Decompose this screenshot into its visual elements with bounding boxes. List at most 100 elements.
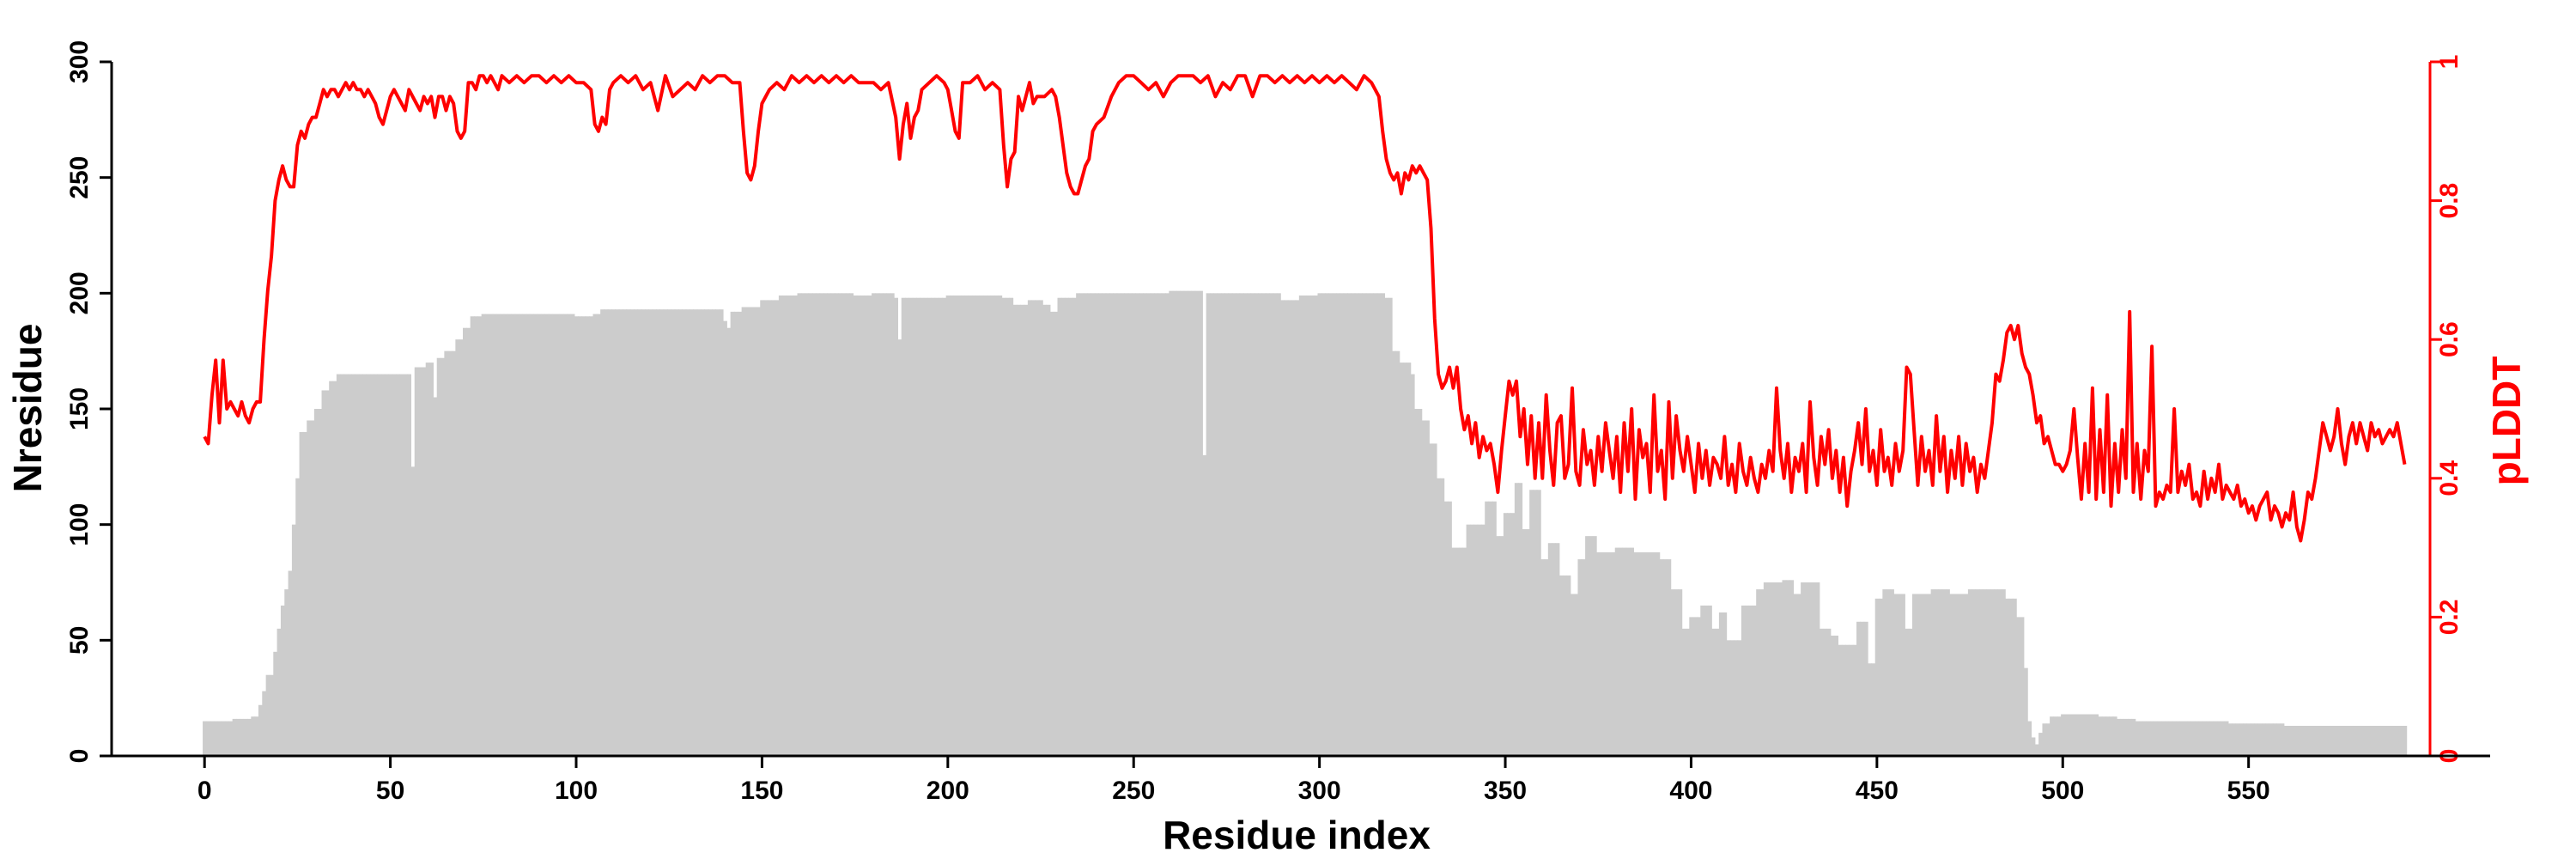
- y2-tick-label: 1: [2435, 55, 2464, 70]
- nresidue-bar: [1830, 635, 1835, 756]
- nresidue-bar: [667, 309, 671, 756]
- nresidue-bar: [1771, 582, 1776, 756]
- nresidue-bar: [548, 314, 553, 756]
- nresidue-bar: [2287, 725, 2293, 756]
- y2-tick-label: 0.4: [2435, 460, 2464, 497]
- nresidue-bar: [1630, 547, 1634, 756]
- nresidue-bar: [1261, 293, 1267, 757]
- nresidue-bar: [1418, 409, 1423, 756]
- nresidue-bar: [2317, 725, 2322, 756]
- nresidue-bar: [1265, 293, 1270, 757]
- x-tick-label: 0: [197, 777, 212, 805]
- nresidue-bar: [1667, 559, 1672, 756]
- nresidue-bar: [637, 309, 642, 756]
- nresidue-bar: [556, 314, 561, 756]
- nresidue-bar: [1868, 663, 1872, 756]
- nresidue-bar: [1801, 582, 1806, 756]
- right-y-axis: 00.20.40.60.81: [2428, 55, 2464, 763]
- nresidue-bar: [217, 721, 222, 756]
- nresidue-bar: [701, 309, 705, 756]
- nresidue-bar: [2154, 721, 2159, 756]
- nresidue-bar: [771, 300, 776, 756]
- nresidue-bar: [645, 309, 650, 756]
- nresidue-bar: [2324, 725, 2330, 756]
- nresidue-bar: [1183, 290, 1188, 756]
- nresidue-bar: [1641, 551, 1645, 756]
- nresidue-bar: [1607, 551, 1612, 756]
- nresidue-bar: [1455, 547, 1460, 756]
- nresidue-bar: [1589, 536, 1594, 756]
- nresidue-bar: [1124, 293, 1129, 757]
- nresidue-bar: [934, 297, 939, 757]
- nresidue-bar: [1157, 293, 1163, 757]
- nresidue-bar: [2306, 725, 2311, 756]
- nresidue-bar: [1592, 536, 1597, 756]
- nresidue-bar: [1774, 582, 1779, 756]
- nresidue-bar: [1336, 293, 1341, 757]
- nresidue-bar: [1362, 293, 1367, 757]
- nresidue-bar: [719, 309, 724, 756]
- nresidue-bar: [1295, 300, 1300, 756]
- nresidue-bar: [2135, 721, 2140, 756]
- nresidue-bar: [1276, 293, 1281, 757]
- nresidue-bar: [570, 314, 575, 756]
- nresidue-bar: [385, 374, 390, 756]
- nresidue-bar: [440, 357, 445, 756]
- nresidue-bar: [1503, 513, 1508, 756]
- nresidue-bar: [1499, 536, 1504, 756]
- nresidue-bar: [838, 293, 843, 757]
- nresidue-bar: [1060, 297, 1066, 757]
- nresidue-bar: [1949, 594, 1954, 756]
- nresidue-bar: [2372, 725, 2378, 756]
- nresidue-bar: [864, 295, 869, 756]
- nresidue-bar: [544, 314, 550, 756]
- nresidue-bar: [366, 374, 371, 756]
- nresidue-bar: [1737, 640, 1742, 756]
- nresidue-bar: [1689, 617, 1694, 756]
- nresidue-bar: [2313, 725, 2318, 756]
- nresidue-bar: [369, 374, 374, 756]
- nresidue-bar: [206, 721, 211, 756]
- nresidue-bar: [1172, 290, 1177, 756]
- nresidue-bar: [203, 721, 207, 756]
- nresidue-bar: [2276, 723, 2281, 756]
- nresidue-bar: [2045, 723, 2050, 756]
- nresidue-bar: [1425, 420, 1430, 756]
- nresidue-bar: [860, 295, 866, 756]
- nresidue-bar: [629, 309, 635, 756]
- nresidue-bar: [1807, 582, 1813, 756]
- nresidue-bar: [1480, 524, 1485, 756]
- nresidue-bar: [2042, 723, 2047, 756]
- nresidue-bar: [752, 307, 757, 756]
- nresidue-bar: [1395, 350, 1400, 756]
- nresidue-bar: [246, 718, 252, 756]
- nresidue-bar: [2023, 667, 2028, 756]
- nresidue-bar: [1488, 501, 1493, 756]
- nresidue-bar: [280, 605, 285, 756]
- x-tick-label: 350: [1484, 777, 1527, 805]
- nresidue-bar: [321, 390, 326, 756]
- nresidue-bar: [1852, 644, 1857, 756]
- nresidue-bar: [1990, 589, 1995, 756]
- nresidue-bar: [845, 293, 850, 757]
- nresidue-bar: [1756, 589, 1761, 756]
- x-tick-label: 100: [555, 777, 598, 805]
- nresidue-bar: [1220, 293, 1225, 757]
- nresidue-bar: [276, 628, 282, 756]
- nresidue-bar: [634, 309, 639, 756]
- nresidue-bar: [2090, 714, 2095, 756]
- x-tick-label: 300: [1298, 777, 1341, 805]
- nresidue-bar: [214, 721, 218, 756]
- nresidue-bar: [1202, 454, 1207, 756]
- nresidue-bar: [2250, 723, 2255, 756]
- nresidue-bar: [1231, 293, 1236, 757]
- nresidue-bar: [1016, 304, 1021, 756]
- nresidue-bar: [741, 307, 746, 756]
- nresidue-bar: [1555, 543, 1560, 756]
- nresidue-bar: [927, 297, 932, 757]
- nresidue-bar: [507, 314, 512, 756]
- nresidue-bar: [455, 339, 460, 756]
- nresidue-bar: [235, 718, 240, 756]
- nresidue-bar: [1930, 589, 1935, 756]
- nresidue-bar: [1273, 293, 1278, 757]
